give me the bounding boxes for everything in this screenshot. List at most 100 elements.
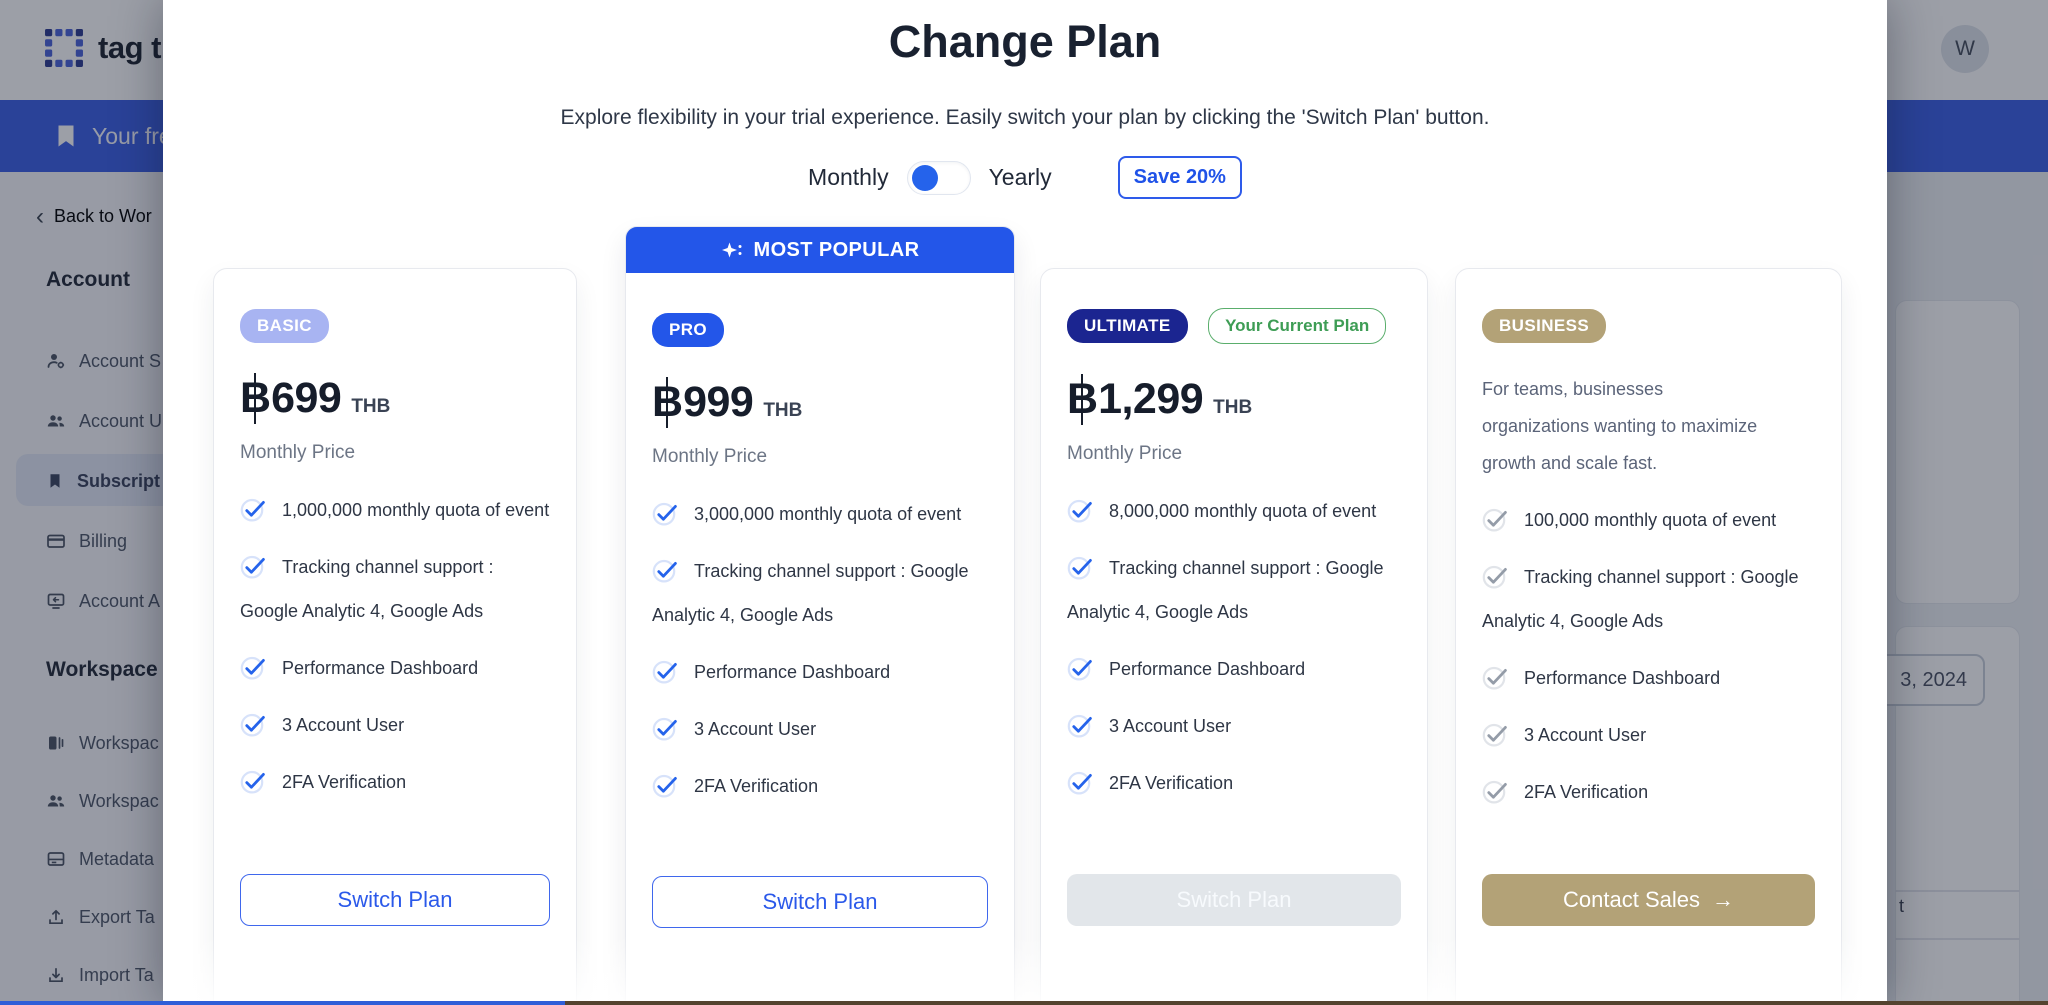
feature-list: 8,000,000 monthly quota of event Trackin…: [1067, 489, 1401, 805]
feature-item: Performance Dashboard: [240, 646, 550, 690]
users-icon: [47, 415, 65, 427]
users-icon: [47, 795, 65, 807]
sidebar-heading-account: Account: [46, 268, 130, 291]
check-icon: [652, 774, 677, 798]
check-icon: [1482, 780, 1507, 804]
logo-dotted-square-icon: [45, 29, 83, 67]
workspace-columns-icon: [49, 736, 64, 750]
app-logo[interactable]: tag t: [44, 28, 161, 68]
check-icon: [652, 502, 677, 526]
partial-label: t: [1899, 896, 1905, 916]
user-avatar[interactable]: W: [1941, 25, 1989, 73]
sidebar-item-subscription[interactable]: Subscript: [46, 468, 160, 494]
baht-symbol: B: [1067, 374, 1099, 425]
price-amount: 999: [683, 378, 754, 426]
price-amount: 1,299: [1098, 375, 1204, 423]
bookmark-icon: [58, 125, 74, 147]
yearly-label: Yearly: [988, 164, 1052, 190]
sidebar-heading-workspace: Workspace: [46, 658, 158, 681]
chevron-left-icon: ‹: [36, 202, 44, 230]
sidebar-item-account-settings[interactable]: Account S: [46, 348, 161, 374]
feature-list: 100,000 monthly quota of event Tracking …: [1482, 498, 1815, 814]
check-icon: [652, 717, 677, 741]
sidebar-item-account-activity[interactable]: Account A: [46, 588, 160, 614]
bottom-edge-strip-dark: [565, 1001, 2048, 1005]
feature-item: Tracking channel support : Google Analyt…: [652, 549, 988, 637]
feature-list: 1,000,000 monthly quota of event Trackin…: [240, 488, 550, 804]
feature-item: 2FA Verification: [652, 764, 988, 808]
baht-symbol: B: [240, 373, 272, 424]
background-card: [1895, 300, 2020, 604]
feature-list: 3,000,000 monthly quota of event Trackin…: [652, 492, 988, 808]
monitor-arrow-icon: [47, 593, 65, 609]
feature-item: 3,000,000 monthly quota of event: [652, 492, 988, 536]
price-period-label: Monthly Price: [1067, 443, 1183, 464]
bottom-edge-strip-blue: [0, 1001, 565, 1005]
price-period-label: Monthly Price: [240, 442, 356, 463]
baht-symbol: B: [652, 377, 684, 428]
feature-item: Performance Dashboard: [652, 650, 988, 694]
check-icon: [652, 559, 677, 583]
check-icon: [1482, 565, 1507, 589]
plan-card-pro: MOST POPULAR PRO B 999 THB Monthly Price …: [625, 226, 1015, 1005]
contact-sales-button[interactable]: Contact Sales →: [1482, 874, 1815, 926]
feature-item: Tracking channel support : Google Analyt…: [1482, 555, 1815, 643]
modal-title: Change Plan: [888, 16, 1162, 67]
currency-code: THB: [1213, 397, 1253, 418]
check-icon: [1067, 499, 1092, 523]
sidebar-item-billing[interactable]: Billing: [46, 528, 127, 554]
date-input[interactable]: 3, 2024: [1887, 654, 1985, 706]
feature-item: 3 Account User: [1482, 713, 1815, 757]
check-icon: [1482, 666, 1507, 690]
check-icon: [1067, 556, 1092, 580]
check-icon: [240, 656, 265, 680]
billing-cycle-toggle[interactable]: [906, 160, 971, 195]
sidebar-item-workspace-users[interactable]: Workspac: [46, 788, 159, 814]
check-icon: [1067, 714, 1092, 738]
back-to-workspace-link[interactable]: ‹ Back to Wor: [36, 202, 152, 230]
plan-price: B 699 THB: [240, 373, 550, 424]
arrow-right-icon: →: [1711, 887, 1734, 912]
billing-cycle-row: Monthly Yearly Save 20%: [163, 156, 1887, 199]
currency-code: THB: [351, 396, 391, 417]
sparkle-icon: [721, 242, 742, 257]
divider: [1895, 938, 2020, 940]
change-plan-modal: Change Plan Explore flexibility in your …: [163, 0, 1887, 1005]
check-icon: [1067, 657, 1092, 681]
sidebar-item-import-tag[interactable]: Import Ta: [46, 962, 154, 988]
toggle-knob: [911, 164, 938, 191]
feature-item: Tracking channel support : Google Analyt…: [240, 545, 550, 633]
sidebar: ‹ Back to Wor Account Account S Account …: [0, 172, 163, 1005]
plan-card-ultimate: ULTIMATE Your Current Plan B 1,299 THB Mo…: [1040, 268, 1428, 1005]
price-amount: 699: [271, 374, 342, 422]
sidebar-item-metadata[interactable]: Metadata: [46, 846, 154, 872]
import-download-icon: [49, 967, 63, 983]
modal-subtitle: Explore flexibility in your trial experi…: [560, 106, 1490, 129]
credit-card-icon: [47, 534, 65, 548]
check-icon: [1067, 771, 1092, 795]
sidebar-item-export-tag[interactable]: Export Ta: [46, 904, 155, 930]
feature-item: 100,000 monthly quota of event: [1482, 498, 1815, 542]
switch-plan-button-ultimate-disabled[interactable]: Switch Plan: [1067, 874, 1401, 926]
plan-badge: BASIC: [240, 309, 329, 343]
sidebar-item-account-users[interactable]: Account U: [46, 408, 162, 434]
sidebar-item-workspace[interactable]: Workspac: [46, 730, 159, 756]
plan-card-basic: BASIC B 699 THB Monthly Price 1,000,000 m…: [213, 268, 577, 1005]
feature-item: 2FA Verification: [1067, 761, 1401, 805]
check-icon: [1482, 508, 1507, 532]
current-plan-pill: Your Current Plan: [1208, 308, 1387, 344]
plan-price: B 999 THB: [652, 377, 988, 428]
feature-item: 2FA Verification: [240, 760, 550, 804]
divider: [1895, 890, 2020, 892]
check-icon: [240, 555, 265, 579]
check-icon: [1482, 723, 1507, 747]
feature-item: 2FA Verification: [1482, 770, 1815, 814]
switch-plan-button-basic[interactable]: Switch Plan: [240, 874, 550, 926]
feature-item: Performance Dashboard: [1067, 647, 1401, 691]
currency-code: THB: [763, 400, 803, 421]
user-gear-icon: [47, 354, 65, 369]
plan-card-business: BUSINESS For teams, businesses organizat…: [1455, 268, 1842, 1005]
plan-price: B 1,299 THB: [1067, 374, 1401, 425]
switch-plan-button-pro[interactable]: Switch Plan: [652, 876, 988, 928]
